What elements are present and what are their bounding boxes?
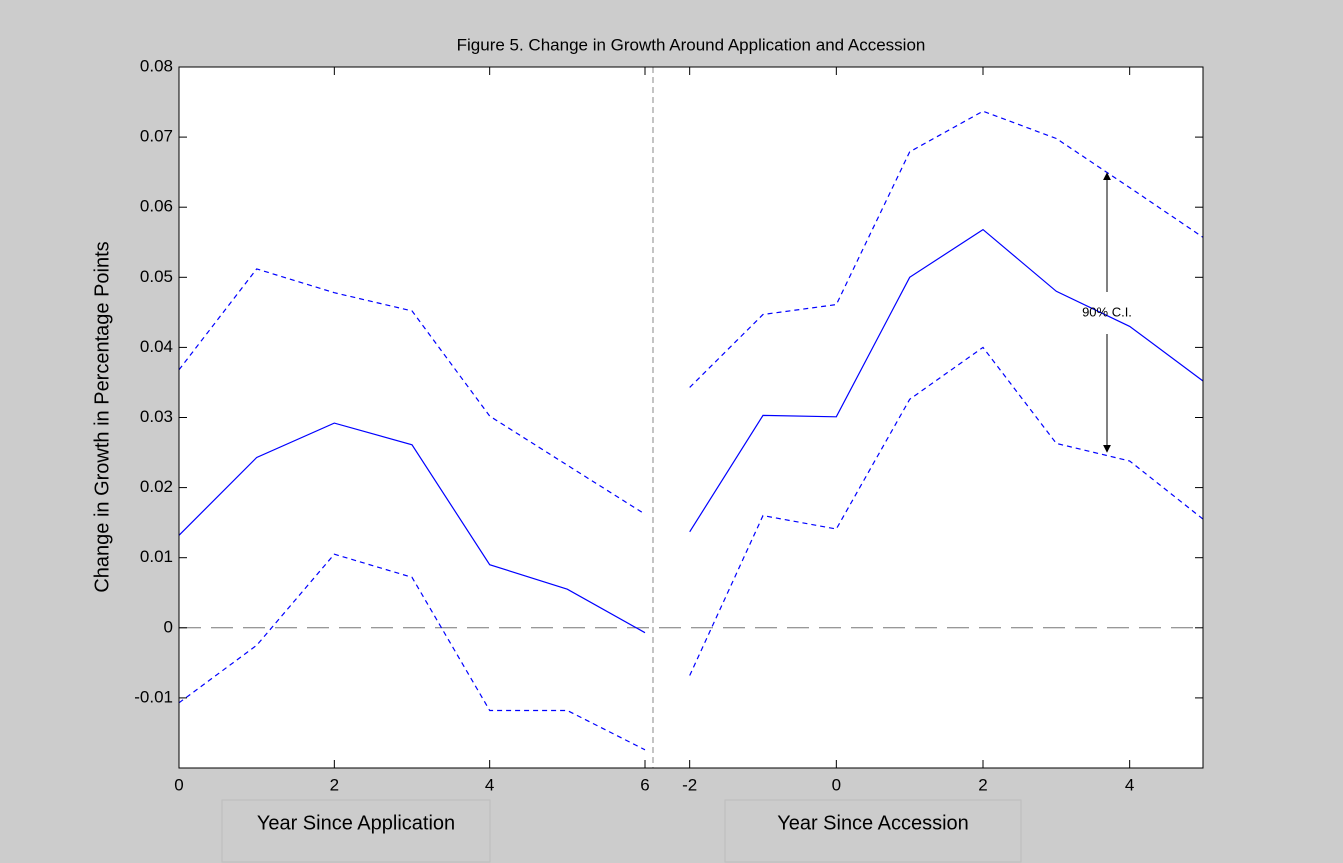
y-tick-label: 0.07 [140, 127, 173, 146]
y-tick-label: 0.04 [140, 337, 173, 356]
annotation: 90% C.I. [1082, 304, 1132, 319]
x-tick-label: 4 [485, 775, 494, 794]
x-tick-label: 4 [1125, 775, 1134, 794]
line-series [689, 346, 1204, 676]
x-label-box [724, 799, 1022, 863]
line-series [178, 553, 646, 751]
line-series [689, 110, 1204, 388]
x-tick-label: 0 [174, 775, 183, 794]
line-series [689, 228, 1204, 533]
axes-frame [178, 66, 1204, 769]
x-tick-label: 0 [832, 775, 841, 794]
y-tick-label: 0.06 [140, 197, 173, 216]
x-tick-label: 2 [330, 775, 339, 794]
y-tick-label: 0.02 [140, 477, 173, 496]
y-axis-label: Change in Growth in Percentage Points [91, 241, 113, 592]
y-tick-label: 0.03 [140, 407, 173, 426]
x-label-box [221, 799, 491, 863]
x-tick-label: 6 [640, 775, 649, 794]
x-axis-label: Year Since Accession [777, 812, 969, 834]
x-tick-label: 2 [978, 775, 987, 794]
chart-title: Figure 5. Change in Growth Around Applic… [457, 35, 926, 54]
x-tick-label: -2 [682, 775, 697, 794]
y-tick-label: 0.05 [140, 267, 173, 286]
plot-area [179, 67, 1203, 768]
line-series [178, 268, 646, 515]
y-tick-label: 0 [164, 617, 173, 636]
y-tick-label: 0.08 [140, 56, 173, 75]
y-tick-label: 0.01 [140, 547, 173, 566]
x-axis-label: Year Since Application [257, 812, 455, 834]
y-tick-label: -0.01 [134, 687, 173, 706]
line-series [178, 422, 646, 634]
